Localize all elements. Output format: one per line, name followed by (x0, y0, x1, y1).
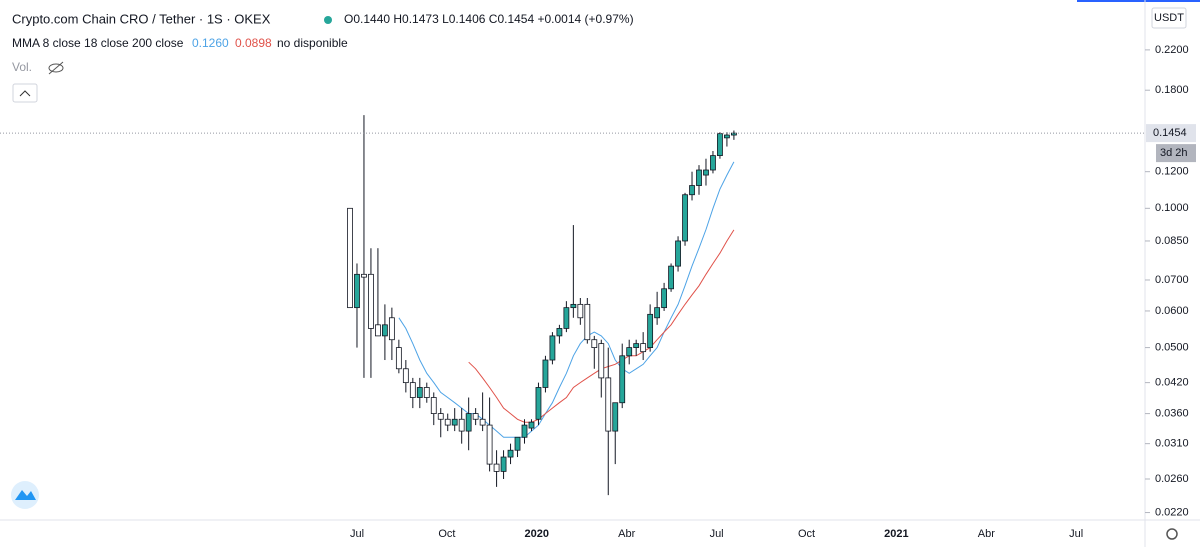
candle-body (451, 418, 458, 426)
candle-body (710, 155, 716, 171)
indicator-value: 0.1260 (192, 36, 229, 50)
candle-body (556, 328, 563, 337)
chart-title: Crypto.com Chain CRO / Tether · 1S · OKE… (12, 11, 271, 26)
status-dot (324, 16, 332, 24)
candle-body (465, 413, 472, 432)
x-tick-label: Jul (350, 528, 364, 540)
candle-body (416, 387, 423, 398)
candle-body (361, 273, 367, 278)
y-tick-label: 0.0360 (1155, 408, 1189, 420)
candle-body (354, 273, 360, 309)
candle-body (430, 397, 437, 415)
candle-body (444, 418, 451, 426)
logo[interactable] (11, 481, 39, 509)
y-tick-label: 0.0260 (1155, 473, 1189, 485)
collapse-button[interactable] (12, 83, 38, 103)
y-tick-label: 0.0700 (1155, 274, 1189, 286)
candle-body (626, 347, 633, 357)
candle-body (717, 133, 723, 156)
candle-body (612, 402, 619, 432)
candle-body (689, 185, 695, 196)
candle-body (500, 456, 507, 472)
candle-body (668, 265, 674, 290)
candle-body (549, 335, 556, 361)
candle-body (633, 343, 640, 348)
countdown-label: 3d 2h (1160, 147, 1188, 159)
candle-body (507, 449, 514, 458)
y-tick-label: 0.0420 (1155, 377, 1189, 389)
candle-body (347, 207, 353, 309)
hide-icon[interactable] (48, 61, 64, 75)
candle-body (605, 377, 612, 432)
candle-body (514, 436, 521, 451)
candle-body (703, 169, 709, 176)
candle-body (528, 421, 535, 429)
candle-body (570, 303, 577, 309)
settings-icon[interactable] (1166, 528, 1178, 540)
y-tick-label: 0.1200 (1155, 166, 1189, 178)
candle-body (661, 288, 667, 309)
candle-body (381, 324, 388, 337)
y-tick-label: 0.0220 (1155, 506, 1189, 518)
candle-body (479, 418, 486, 426)
candle-body (521, 424, 528, 438)
candle-body (375, 324, 381, 337)
candle-body (584, 303, 591, 341)
currency-label: USDT (1154, 12, 1184, 24)
ohlc-legend: O0.1440 H0.1473 L0.1406 C0.1454 +0.0014 … (344, 12, 634, 26)
x-tick-label: Jul (710, 528, 724, 540)
candle-body (368, 273, 374, 329)
candle-body (675, 240, 681, 267)
x-tick-label: Jul (1069, 528, 1083, 540)
candle-body (696, 169, 702, 186)
countdown-box (1156, 144, 1196, 163)
indicator-label: MMA 8 close 18 close 200 close (12, 36, 184, 50)
price-label: 0.1454 (1153, 127, 1187, 139)
moving-average-line (398, 161, 735, 438)
candle-body (591, 339, 598, 348)
candle-body (458, 418, 465, 432)
y-tick-label: 0.0500 (1155, 341, 1189, 353)
candle-body (731, 132, 737, 136)
y-tick-label: 0.1000 (1155, 202, 1189, 214)
candle-body (535, 387, 542, 420)
candle-body (402, 368, 409, 384)
candle-body (395, 347, 402, 370)
candle-body (682, 194, 688, 242)
candle-body (437, 413, 444, 420)
x-tick-label: 2021 (884, 528, 908, 540)
currency-button[interactable]: USDT (1151, 7, 1187, 29)
indicator-value: 0.0898 (235, 36, 272, 50)
y-tick-label: 0.0600 (1155, 305, 1189, 317)
candle-body (423, 387, 430, 398)
candle-body (598, 343, 605, 379)
x-tick-label: Oct (438, 528, 455, 540)
candle-body (542, 359, 549, 388)
candle-body (577, 303, 584, 319)
y-tick-label: 0.1800 (1155, 84, 1189, 96)
candle-body (388, 317, 395, 341)
candle-body (563, 307, 570, 329)
x-tick-label: 2020 (525, 528, 549, 540)
y-tick-label: 0.0310 (1155, 438, 1189, 450)
candle-body (409, 382, 416, 398)
candle-body (619, 355, 626, 404)
candle-body (647, 313, 654, 348)
candle-body (724, 134, 730, 139)
price-label-box (1146, 124, 1196, 143)
candle-body (654, 307, 661, 319)
x-tick-label: Abr (618, 528, 635, 540)
x-tick-label: Oct (798, 528, 815, 540)
y-tick-label: 0.0850 (1155, 235, 1189, 247)
y-tick-label: 0.2200 (1155, 44, 1189, 56)
indicator-value: no disponible (277, 36, 348, 50)
volume-label: Vol. (12, 60, 32, 74)
candle-body (486, 424, 493, 465)
candle-body (472, 413, 479, 420)
candle-body (640, 343, 647, 353)
x-tick-label: Abr (978, 528, 995, 540)
candle-body (493, 463, 500, 472)
